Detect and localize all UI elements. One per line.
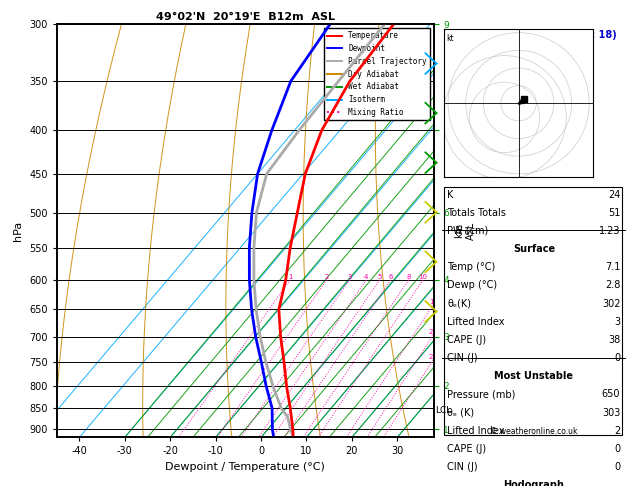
Text: 4: 4 — [364, 274, 369, 280]
Text: CIN (J): CIN (J) — [447, 462, 478, 472]
Text: Lifted Index: Lifted Index — [447, 317, 505, 327]
Text: 302: 302 — [602, 298, 620, 309]
Text: 2.8: 2.8 — [605, 280, 620, 291]
Text: K: K — [447, 190, 454, 200]
Text: 303: 303 — [602, 408, 620, 417]
Text: 2: 2 — [614, 426, 620, 436]
Text: 10: 10 — [418, 274, 428, 280]
Text: θₑ (K): θₑ (K) — [447, 408, 475, 417]
Y-axis label: km
ASL: km ASL — [455, 222, 476, 240]
Text: 24: 24 — [608, 190, 620, 200]
Text: Hodograph: Hodograph — [503, 480, 564, 486]
Text: 0: 0 — [614, 353, 620, 363]
Text: LCL: LCL — [435, 406, 451, 415]
Text: PW (cm): PW (cm) — [447, 226, 489, 236]
Text: Pressure (mb): Pressure (mb) — [447, 389, 516, 399]
Text: 2: 2 — [325, 274, 329, 280]
Title: 49°02'N  20°19'E  B12m  ASL: 49°02'N 20°19'E B12m ASL — [155, 12, 335, 22]
Text: 7.1: 7.1 — [605, 262, 620, 272]
Text: 6: 6 — [389, 274, 393, 280]
Text: 25: 25 — [429, 354, 438, 360]
Text: θₑ(K): θₑ(K) — [447, 298, 472, 309]
Text: kt: kt — [446, 35, 454, 43]
X-axis label: Dewpoint / Temperature (°C): Dewpoint / Temperature (°C) — [165, 462, 325, 472]
Text: Surface: Surface — [513, 244, 555, 254]
Text: 0: 0 — [614, 462, 620, 472]
Text: 1: 1 — [287, 274, 292, 280]
Y-axis label: hPa: hPa — [13, 221, 23, 241]
Text: 15: 15 — [429, 299, 438, 305]
Text: 0: 0 — [614, 444, 620, 454]
Text: 650: 650 — [602, 389, 620, 399]
Text: 3: 3 — [614, 317, 620, 327]
Text: 8: 8 — [406, 274, 411, 280]
Text: Lifted Index: Lifted Index — [447, 426, 505, 436]
Text: 38: 38 — [608, 335, 620, 345]
Text: 51: 51 — [608, 208, 620, 218]
Text: © weatheronline.co.uk: © weatheronline.co.uk — [490, 427, 577, 436]
Text: Temp (°C): Temp (°C) — [447, 262, 496, 272]
Text: 1.23: 1.23 — [599, 226, 620, 236]
Text: CAPE (J): CAPE (J) — [447, 335, 487, 345]
Text: Dewp (°C): Dewp (°C) — [447, 280, 498, 291]
Text: 3: 3 — [347, 274, 352, 280]
Text: 5: 5 — [377, 274, 382, 280]
Text: Totals Totals: Totals Totals — [447, 208, 506, 218]
Text: Most Unstable: Most Unstable — [494, 371, 574, 382]
Text: CIN (J): CIN (J) — [447, 353, 478, 363]
Text: 24.04.2024  21GMT (Base: 18): 24.04.2024 21GMT (Base: 18) — [451, 31, 617, 40]
Legend: Temperature, Dewpoint, Parcel Trajectory, Dry Adiabat, Wet Adiabat, Isotherm, Mi: Temperature, Dewpoint, Parcel Trajectory… — [323, 28, 430, 120]
Text: 20: 20 — [429, 329, 438, 335]
Text: CAPE (J): CAPE (J) — [447, 444, 487, 454]
